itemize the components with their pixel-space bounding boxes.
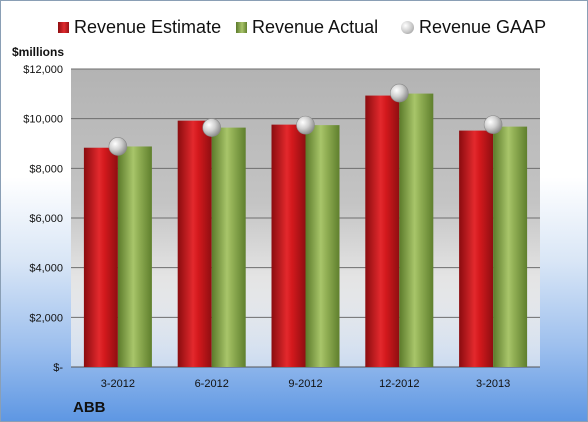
legend-label-estimate: Revenue Estimate [74,17,222,37]
y-unit-label: $millions [12,45,65,59]
y-tick-label: $10,000 [23,114,63,126]
marker-layer [108,83,503,156]
legend: Revenue Estimate Revenue Actual Revenue … [1,17,587,41]
legend-swatch-gaap [401,21,414,34]
company-label: ABB [73,399,106,416]
x-tick-label: 9-2012 [288,378,322,390]
legend-item-gaap: Revenue GAAP [401,17,546,38]
x-axis: 3-2012 6-2012 9-2012 12-2012 3-2013 [101,378,510,390]
bar-revenue-actual [117,146,152,367]
y-tick-label: $- [53,362,63,374]
bar-revenue-estimate [271,124,306,367]
bar-revenue-estimate [365,95,400,368]
x-tick-label: 3-2013 [476,378,510,390]
legend-item-actual: Revenue Actual [236,17,378,38]
y-tick-label: $2,000 [29,312,63,324]
legend-label-actual: Revenue Actual [252,17,379,37]
bar-layer [83,93,528,368]
bar-revenue-estimate [83,147,118,367]
bar-revenue-estimate [177,120,212,367]
y-tick-label: $6,000 [29,213,63,225]
marker-revenue-gaap [483,115,503,134]
x-tick-label: 12-2012 [379,378,419,390]
y-tick-label: $4,000 [29,263,63,275]
x-tick-label: 6-2012 [195,378,229,390]
legend-swatch-actual [236,22,247,33]
bar-revenue-actual [399,93,434,368]
marker-revenue-gaap [296,115,315,135]
y-tick-label: $8,000 [29,163,63,175]
legend-label-gaap: Revenue GAAP [419,17,547,37]
legend-item-estimate: Revenue Estimate [58,17,221,38]
y-tick-label: $12,000 [23,64,63,76]
marker-revenue-gaap [389,83,409,103]
x-tick-label: 3-2012 [101,378,135,390]
bar-revenue-actual [211,127,246,368]
bar-revenue-estimate [459,130,494,367]
bar-revenue-actual [493,126,528,367]
legend-swatch-estimate [58,22,69,33]
marker-revenue-gaap [108,137,128,156]
bar-revenue-actual [305,125,340,367]
y-axis: $- $2,000 $4,000 $6,000 $8,000 $10,000 $12,000 [23,64,63,374]
marker-revenue-gaap [202,118,221,137]
